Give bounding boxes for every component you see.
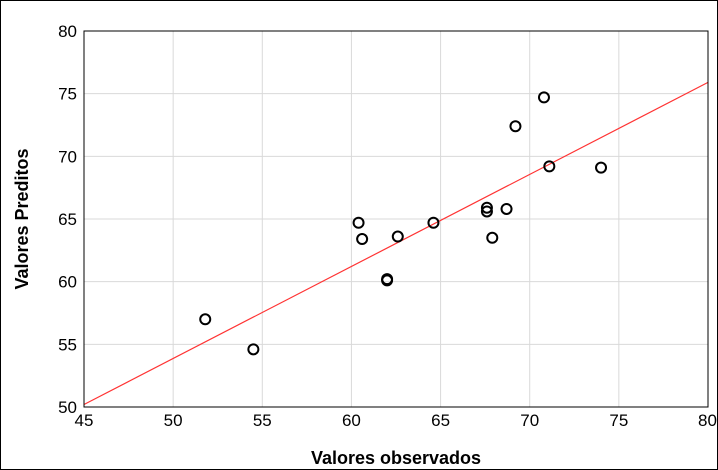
- plot-frame: [83, 30, 709, 408]
- x-tick-label-2: 55: [253, 411, 272, 430]
- x-tick-label-1: 50: [164, 411, 183, 430]
- data-points: [199, 91, 608, 356]
- y-tick-labels: 50 55 60 65 70 75 80: [58, 22, 77, 417]
- data-point-0: [199, 313, 212, 326]
- regression-line-group: [83, 81, 709, 406]
- data-point-9: [480, 205, 493, 218]
- data-point-7: [427, 216, 440, 229]
- data-point-6: [391, 230, 404, 243]
- y-tick-label-5: 75: [58, 85, 77, 104]
- y-axis-label: Valores Preditos: [12, 148, 32, 289]
- data-point-5: [381, 274, 394, 287]
- x-tick-labels: 45 50 55 60 65 70 75 80: [75, 411, 717, 430]
- data-point-3: [356, 233, 369, 246]
- data-point-14: [543, 160, 556, 173]
- data-point-2: [352, 216, 365, 229]
- x-tick-label-0: 45: [75, 411, 94, 430]
- x-tick-label-5: 70: [520, 411, 539, 430]
- data-point-1: [247, 343, 260, 356]
- x-tick-label-6: 75: [609, 411, 628, 430]
- x-tick-label-7: 80: [698, 411, 717, 430]
- data-point-13: [537, 91, 550, 104]
- regression-line: [83, 81, 709, 406]
- data-point-15: [595, 161, 608, 174]
- y-tick-label-0: 50: [58, 398, 77, 417]
- data-point-10: [486, 231, 499, 244]
- x-axis-label: Valores observados: [311, 448, 481, 468]
- x-tick-label-3: 60: [342, 411, 361, 430]
- y-tick-label-4: 70: [58, 147, 77, 166]
- data-point-11: [500, 202, 513, 215]
- y-tick-label-3: 65: [58, 210, 77, 229]
- data-point-8: [480, 201, 493, 214]
- x-tick-label-4: 65: [431, 411, 450, 430]
- y-tick-label-6: 80: [58, 22, 77, 41]
- data-point-12: [509, 120, 522, 133]
- y-tick-label-1: 55: [58, 335, 77, 354]
- y-tick-label-2: 60: [58, 273, 77, 292]
